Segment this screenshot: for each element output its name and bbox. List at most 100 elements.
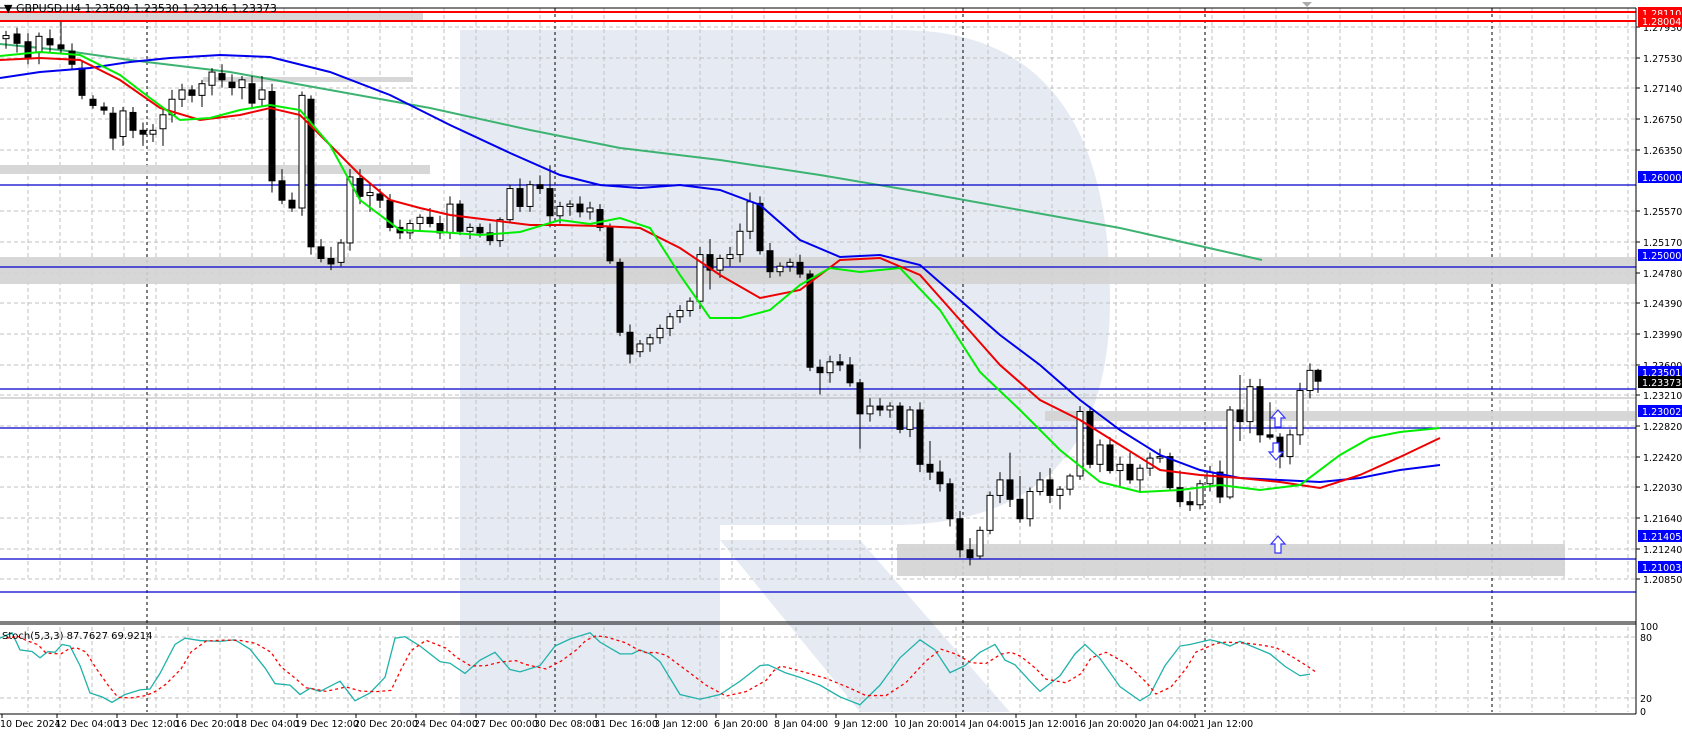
arrow-down-signal[interactable]: [1267, 442, 1285, 461]
candle[interactable]: [1286, 429, 1294, 465]
candle[interactable]: [1036, 472, 1044, 496]
candle[interactable]: [996, 472, 1004, 504]
candle[interactable]: [956, 510, 964, 558]
candle[interactable]: [248, 75, 256, 108]
candle[interactable]: [676, 305, 684, 323]
candle[interactable]: [616, 258, 624, 337]
candle[interactable]: [1266, 402, 1274, 440]
candle[interactable]: [566, 200, 574, 216]
candle[interactable]: [1176, 470, 1184, 508]
candle[interactable]: [606, 223, 614, 264]
candle[interactable]: [986, 491, 994, 535]
arrow-up-signal-lower[interactable]: [1269, 535, 1287, 554]
candle[interactable]: [1046, 468, 1054, 504]
candle[interactable]: [966, 538, 974, 566]
candle[interactable]: [866, 398, 874, 422]
candle[interactable]: [826, 355, 834, 383]
candle[interactable]: [129, 107, 137, 139]
candle[interactable]: [268, 83, 276, 193]
candle[interactable]: [626, 324, 634, 364]
candle[interactable]: [816, 359, 824, 395]
candle[interactable]: [636, 340, 644, 358]
candle[interactable]: [776, 262, 784, 277]
candle[interactable]: [1026, 487, 1034, 527]
candle[interactable]: [1186, 491, 1194, 511]
candle[interactable]: [139, 122, 147, 146]
candle[interactable]: [13, 27, 21, 53]
candle[interactable]: [317, 239, 325, 263]
candle[interactable]: [258, 75, 266, 108]
candle[interactable]: [1216, 460, 1224, 504]
candle[interactable]: [1096, 439, 1104, 473]
candle[interactable]: [46, 29, 54, 53]
candle[interactable]: [656, 324, 664, 344]
candle[interactable]: [906, 406, 914, 438]
candle[interactable]: [1056, 486, 1064, 510]
candle[interactable]: [89, 95, 97, 109]
candle[interactable]: [278, 169, 286, 205]
candle[interactable]: [806, 270, 814, 372]
candle[interactable]: [586, 201, 594, 220]
candle[interactable]: [1236, 375, 1244, 442]
candle[interactable]: [2, 30, 10, 49]
candle[interactable]: [188, 85, 196, 103]
candle[interactable]: [706, 239, 714, 290]
candle[interactable]: [168, 89, 176, 123]
candle[interactable]: [238, 75, 246, 100]
candle[interactable]: [1086, 406, 1094, 469]
candle[interactable]: [416, 214, 424, 232]
candle[interactable]: [1066, 473, 1074, 496]
candle[interactable]: [1196, 479, 1204, 510]
candle[interactable]: [536, 175, 544, 195]
candle[interactable]: [288, 192, 296, 212]
candle[interactable]: [1314, 368, 1322, 393]
candle[interactable]: [1126, 452, 1134, 484]
candle[interactable]: [436, 215, 444, 240]
candle[interactable]: [846, 357, 854, 387]
candle[interactable]: [666, 312, 674, 337]
candle[interactable]: [228, 74, 236, 96]
candle[interactable]: [1136, 464, 1144, 492]
candle[interactable]: [57, 21, 65, 55]
candle[interactable]: [1256, 378, 1264, 443]
candle[interactable]: [327, 246, 335, 271]
candle[interactable]: [926, 441, 934, 480]
candle[interactable]: [936, 460, 944, 492]
candle[interactable]: [786, 258, 794, 272]
candle[interactable]: [337, 239, 345, 267]
candle[interactable]: [100, 102, 108, 115]
candle[interactable]: [576, 196, 584, 218]
candle[interactable]: [946, 478, 954, 527]
candle[interactable]: [736, 223, 744, 263]
candle[interactable]: [506, 184, 514, 224]
candle[interactable]: [546, 165, 554, 228]
candle[interactable]: [406, 219, 414, 240]
candle[interactable]: [198, 79, 206, 108]
candle[interactable]: [1296, 382, 1304, 445]
candle[interactable]: [516, 178, 524, 212]
candle[interactable]: [916, 402, 924, 473]
candle[interactable]: [886, 402, 894, 418]
candle[interactable]: [1306, 363, 1314, 399]
candle[interactable]: [35, 32, 43, 65]
candle[interactable]: [836, 354, 844, 372]
candle[interactable]: [456, 200, 464, 236]
candle[interactable]: [149, 124, 157, 142]
shift-marker-icon[interactable]: [1302, 2, 1312, 7]
candle[interactable]: [686, 297, 694, 317]
candle[interactable]: [526, 180, 534, 212]
candle[interactable]: [726, 246, 734, 267]
candle[interactable]: [218, 64, 226, 88]
candle[interactable]: [646, 333, 654, 352]
collapse-triangle-icon[interactable]: ▼: [4, 2, 13, 15]
candle[interactable]: [696, 246, 704, 309]
candle[interactable]: [119, 107, 127, 146]
candle[interactable]: [178, 83, 186, 108]
candle[interactable]: [208, 68, 216, 96]
candle[interactable]: [1016, 475, 1024, 523]
candle[interactable]: [876, 398, 884, 417]
candle[interactable]: [1246, 378, 1254, 434]
candle[interactable]: [1226, 406, 1234, 500]
